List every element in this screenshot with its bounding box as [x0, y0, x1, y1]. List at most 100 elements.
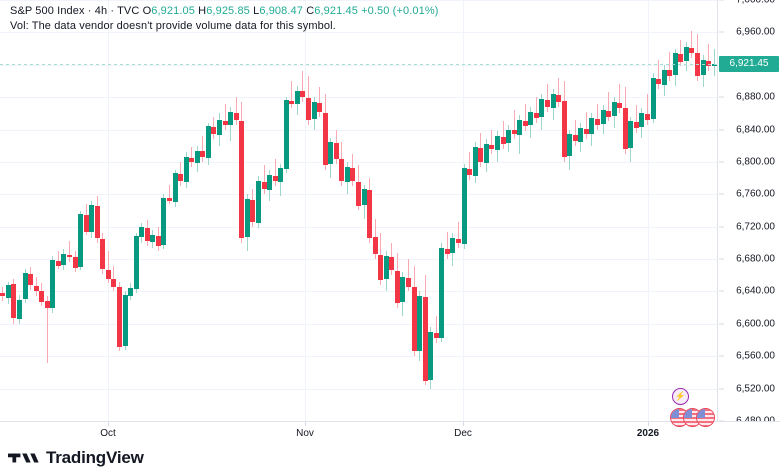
price-tick-mark — [719, 388, 724, 390]
candlestick-body — [155, 235, 161, 247]
candlestick-wick — [708, 43, 710, 72]
candlestick-wick — [235, 97, 237, 125]
candlestick-body — [333, 143, 339, 159]
price-axis-label: 6,800.00 — [736, 156, 775, 168]
candlestick-body — [144, 227, 150, 242]
candlestick-wick — [546, 84, 548, 112]
candlestick-body — [489, 144, 495, 149]
candlestick-body — [339, 159, 345, 182]
candlestick-body — [628, 121, 634, 149]
candlestick-body — [578, 127, 584, 142]
candlestick-body — [305, 97, 311, 120]
gridline-horizontal — [0, 356, 717, 358]
candlestick-wick — [469, 152, 471, 180]
candlestick-body — [400, 276, 406, 302]
candlestick-wick — [647, 93, 649, 125]
candlestick-wick — [619, 84, 621, 114]
price-axis-label: 6,560.00 — [736, 350, 775, 362]
candlestick-body — [105, 269, 111, 280]
chart-gridlines — [0, 0, 717, 421]
candlestick-body — [533, 112, 539, 119]
candlestick-body — [83, 214, 89, 232]
tradingview-branding[interactable]: TradingView — [8, 449, 144, 466]
time-axis[interactable]: Oct Nov Dec 2026 — [0, 421, 780, 445]
symbol-description[interactable]: S&P 500 Index · 4h · TVC — [10, 5, 140, 17]
candlestick-body — [611, 102, 617, 116]
candlestick-body — [617, 102, 623, 109]
time-tick-mark — [463, 422, 464, 426]
price-axis-label: 6,760.00 — [736, 188, 775, 200]
candlestick-body — [522, 120, 528, 127]
candlestick-body — [450, 238, 456, 254]
price-axis-label: 6,960.00 — [736, 26, 775, 38]
candlestick-body — [255, 181, 261, 223]
gridline-horizontal — [0, 32, 717, 34]
gridline-horizontal — [0, 0, 717, 1]
candlestick-wick — [446, 231, 448, 260]
candlestick-body — [117, 287, 122, 347]
price-tick-mark — [719, 129, 724, 131]
candlestick-body — [189, 157, 195, 162]
candlestick-body — [600, 110, 606, 124]
candlestick-wick — [502, 121, 504, 149]
candlestick-body — [583, 128, 589, 135]
candlestick-body — [278, 168, 284, 183]
gridline-horizontal — [0, 323, 717, 325]
price-tick-mark — [719, 355, 724, 357]
candlestick-body — [422, 297, 428, 381]
candlestick-wick — [524, 103, 526, 132]
candlestick-body — [389, 256, 395, 271]
price-tick-mark — [719, 31, 724, 33]
candlestick-wick — [319, 87, 321, 117]
candlestick-body — [94, 205, 100, 239]
candlestick-body — [406, 277, 412, 287]
candlestick-body — [456, 238, 462, 243]
price-tick-mark — [719, 193, 724, 195]
gridline-horizontal — [0, 64, 717, 66]
chart-event-badges: ⚡ — [670, 388, 730, 432]
candlestick-body — [478, 148, 484, 162]
candlestick-body — [161, 197, 167, 246]
candlestick-body — [483, 144, 489, 163]
candlestick-body — [272, 175, 278, 182]
candlestick-wick — [574, 119, 576, 146]
candlestick-body — [261, 182, 267, 190]
candlestick-body — [250, 199, 256, 222]
chart-plot-area[interactable] — [0, 0, 717, 421]
candlestick-body — [50, 259, 56, 308]
candlestick-wick — [302, 71, 304, 102]
candlestick-body — [517, 119, 523, 136]
candlestick-body — [89, 204, 95, 233]
us-flag-graphic — [697, 409, 714, 426]
candlestick-body — [433, 332, 439, 339]
candlestick-body — [78, 213, 84, 268]
candlestick-body — [633, 122, 639, 128]
candlestick-wick — [263, 165, 265, 195]
low-value: 6,908.47 — [259, 5, 304, 17]
candlestick-body — [606, 110, 612, 117]
low-key: L — [253, 5, 260, 17]
candlestick-body — [311, 102, 317, 119]
tradingview-wordmark: TradingView — [46, 448, 144, 467]
time-tick-mark — [108, 422, 109, 426]
price-axis-label: 6,520.00 — [736, 383, 775, 395]
candlestick-body — [622, 107, 628, 149]
candlestick-wick — [597, 103, 598, 130]
candlestick-body — [100, 238, 106, 269]
gridline-horizontal — [0, 129, 717, 131]
candlestick-body — [128, 288, 134, 296]
economic-event-flag-icon-3[interactable] — [696, 408, 715, 427]
price-axis[interactable]: 6,921.45 7,000.00 6,960.00 6,880.00 6,840.0… — [717, 0, 780, 427]
candlestick-body — [44, 301, 50, 308]
time-tick-mark — [305, 422, 306, 426]
candlestick-body — [706, 60, 712, 67]
candlestick-body — [66, 255, 72, 258]
price-axis-label: 7,000.00 — [736, 0, 775, 6]
price-tick-mark — [719, 323, 724, 325]
candlestick-body — [650, 77, 656, 119]
candlestick-body — [350, 167, 356, 182]
lightning-bolt-icon[interactable]: ⚡ — [672, 388, 689, 405]
candlestick-body — [528, 111, 534, 126]
time-axis-label: 2026 — [636, 428, 660, 439]
